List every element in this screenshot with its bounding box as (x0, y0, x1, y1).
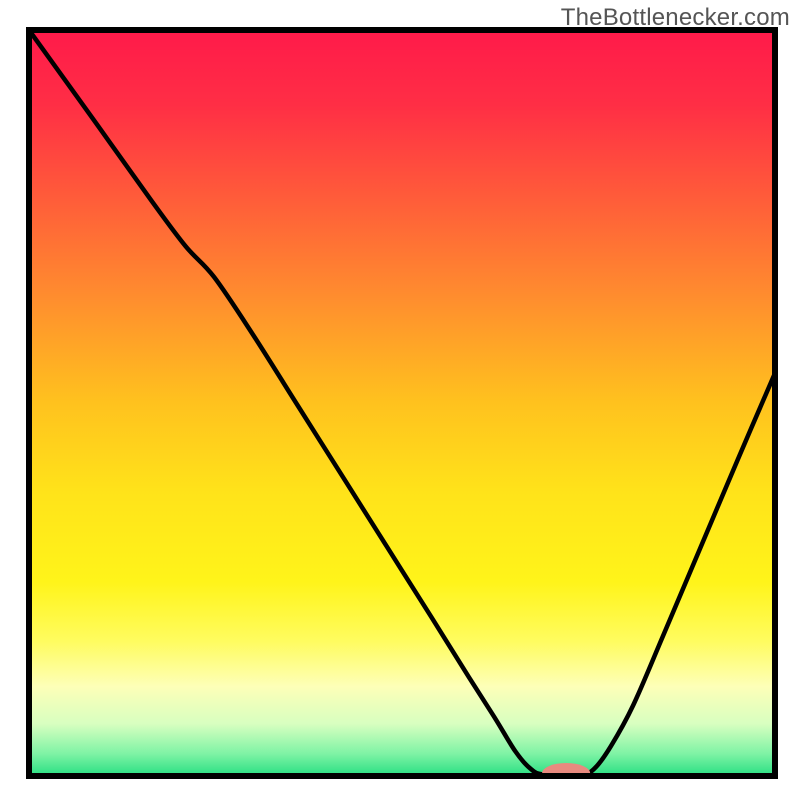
watermark-text: TheBottlenecker.com (561, 4, 790, 32)
chart-svg (0, 0, 800, 800)
gradient-background (29, 30, 775, 776)
bottleneck-chart: TheBottlenecker.com (0, 0, 800, 800)
